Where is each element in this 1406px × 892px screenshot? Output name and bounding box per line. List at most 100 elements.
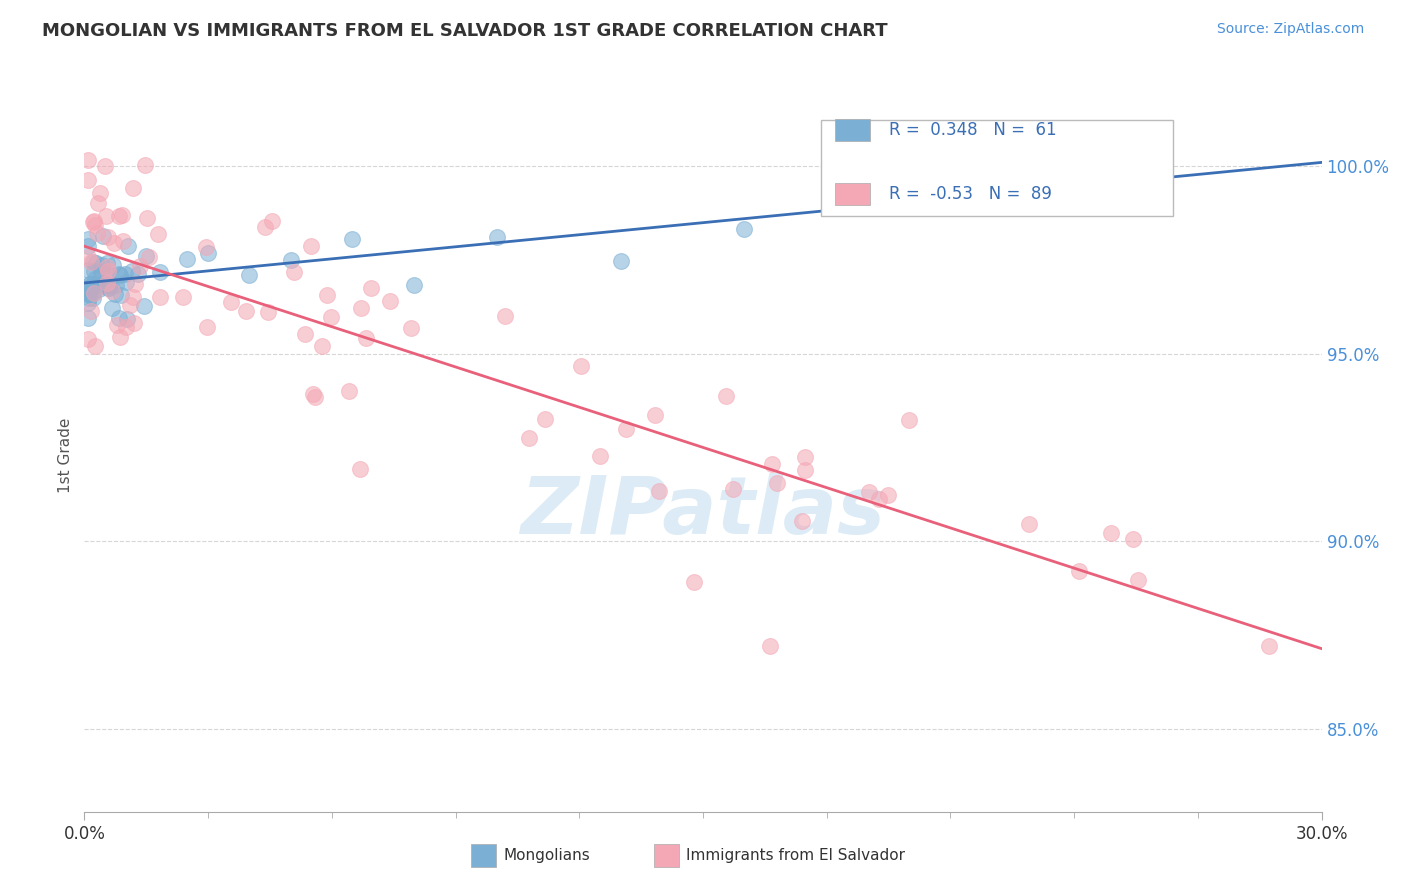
Point [83,218,105,232]
Point [321,310,343,324]
Point [97,281,120,295]
Text: ZIPatlas: ZIPatlas [520,473,886,551]
Point [83,277,105,292]
Point [82,285,104,300]
Point [77,153,100,167]
Point [349,461,371,475]
Point [122,290,145,304]
Point [91,228,114,243]
Point [86,226,108,240]
Point [534,412,557,426]
Point [337,384,360,398]
Point [877,488,900,502]
Point [77,232,100,246]
Point [96,276,118,290]
FancyBboxPatch shape [835,183,870,205]
Point [96,260,118,274]
Point [648,484,671,499]
Point [114,267,136,281]
Point [89,186,111,201]
Point [96,256,118,270]
Point [83,264,105,278]
Point [101,258,124,272]
Point [176,252,198,267]
Point [733,222,755,236]
Point [108,209,131,223]
Point [149,265,172,279]
Point [115,312,138,326]
Point [219,294,242,309]
Point [315,288,337,302]
Point [1126,573,1149,587]
Point [197,246,219,260]
Point [868,491,890,506]
Point [77,250,100,264]
Point [108,310,131,325]
Point [135,249,157,263]
Point [1018,517,1040,532]
Point [105,277,128,292]
Point [112,234,135,248]
Point [77,291,100,305]
Point [122,316,145,330]
Point [87,282,110,296]
Point [110,288,132,302]
Point [94,209,117,223]
Text: Immigrants from El Salvador: Immigrants from El Salvador [686,848,905,863]
Point [97,229,120,244]
Point [104,286,127,301]
Point [77,286,100,301]
Point [172,290,194,304]
Point [283,265,305,279]
Point [111,208,134,222]
Point [98,278,121,293]
Point [1257,640,1279,654]
Point [1122,532,1144,546]
Point [80,255,103,269]
Point [93,276,115,290]
Point [238,268,260,282]
Text: Source: ZipAtlas.com: Source: ZipAtlas.com [1216,22,1364,37]
Point [138,250,160,264]
Point [721,483,744,497]
Point [129,259,152,273]
Point [683,574,706,589]
Point [897,413,920,427]
Point [304,390,326,404]
Point [360,281,382,295]
Point [1067,565,1090,579]
Point [97,268,120,283]
Point [108,268,131,282]
Point [86,196,108,211]
Point [77,280,100,294]
Point [83,214,105,228]
Point [77,296,100,310]
Point [97,278,120,293]
Point [93,277,115,291]
Text: MONGOLIAN VS IMMIGRANTS FROM EL SALVADOR 1ST GRADE CORRELATION CHART: MONGOLIAN VS IMMIGRANTS FROM EL SALVADOR… [42,22,887,40]
Point [79,279,101,293]
Point [77,311,100,326]
Point [485,229,508,244]
Point [82,291,104,305]
Point [90,264,112,278]
Point [235,304,257,318]
Point [79,277,101,291]
Point [97,264,120,278]
Point [91,258,114,272]
Point [1099,526,1122,541]
Point [84,272,107,286]
Point [257,304,280,318]
Point [77,332,100,346]
Point [98,281,121,295]
Point [194,240,217,254]
Point [103,235,125,250]
Point [294,327,316,342]
Point [758,640,780,654]
Point [134,158,156,172]
Point [149,290,172,304]
Point [114,275,136,289]
Point [350,301,373,316]
Point [121,264,143,278]
Point [399,320,422,334]
